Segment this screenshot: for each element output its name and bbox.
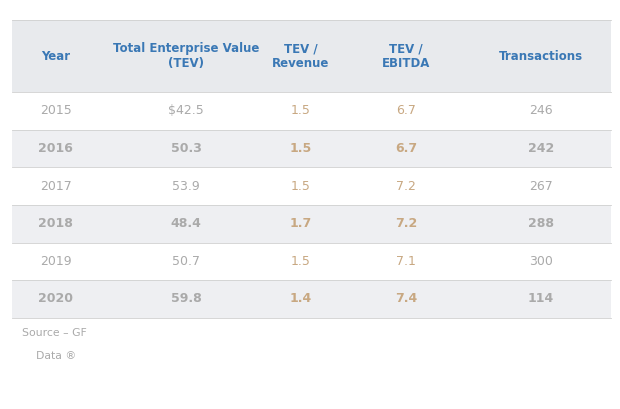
Text: 246: 246 [529,104,552,117]
Text: 1.5: 1.5 [291,104,311,117]
Text: Transactions: Transactions [498,50,583,63]
Text: 6.7: 6.7 [396,104,416,117]
Text: 300: 300 [529,255,552,268]
Text: 48.4: 48.4 [170,217,202,230]
Text: 50.3: 50.3 [170,142,202,155]
Text: 1.5: 1.5 [290,142,312,155]
Text: 1.7: 1.7 [290,217,312,230]
Text: Source – GF: Source – GF [22,328,86,338]
Text: TEV /
EBITDA: TEV / EBITDA [382,42,430,70]
Text: Data ®: Data ® [22,351,76,360]
FancyBboxPatch shape [12,243,611,280]
Text: 7.2: 7.2 [396,180,416,193]
Text: $42.5: $42.5 [168,104,204,117]
FancyBboxPatch shape [12,205,611,243]
FancyBboxPatch shape [12,167,611,205]
FancyBboxPatch shape [12,92,611,130]
Text: 2020: 2020 [38,292,73,306]
Text: 2018: 2018 [38,217,73,230]
Text: 7.1: 7.1 [396,255,416,268]
FancyBboxPatch shape [12,130,611,167]
Text: 114: 114 [528,292,554,306]
Text: 267: 267 [529,180,552,193]
Text: 242: 242 [528,142,554,155]
Text: 1.5: 1.5 [291,255,311,268]
Text: 7.4: 7.4 [395,292,417,306]
Text: 6.7: 6.7 [395,142,417,155]
Text: 2016: 2016 [38,142,73,155]
Text: 7.2: 7.2 [395,217,417,230]
Text: TEV /
Revenue: TEV / Revenue [272,42,329,70]
Text: Year: Year [42,50,70,63]
Text: 2019: 2019 [40,255,72,268]
FancyBboxPatch shape [12,20,611,92]
Text: 53.9: 53.9 [172,180,200,193]
Text: 2017: 2017 [40,180,72,193]
Text: 59.8: 59.8 [170,292,202,306]
Text: 1.5: 1.5 [291,180,311,193]
Text: 1.4: 1.4 [290,292,312,306]
Text: 2015: 2015 [40,104,72,117]
FancyBboxPatch shape [12,280,611,318]
Text: 288: 288 [528,217,554,230]
Text: Total Enterprise Value
(TEV): Total Enterprise Value (TEV) [113,42,259,70]
Text: 50.7: 50.7 [172,255,200,268]
